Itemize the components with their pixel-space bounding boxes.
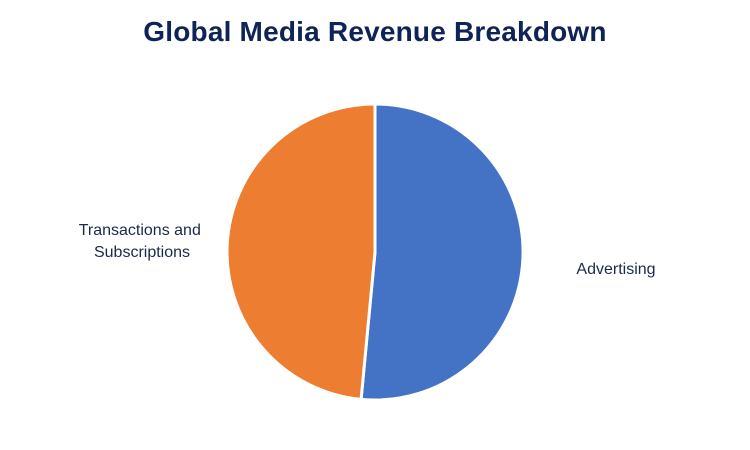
pie-labels: Advertising Transactions and Subscriptio… <box>79 222 656 278</box>
pie-slice-transactions-and-subscriptions <box>225 102 377 401</box>
slice-label-transactions-subscriptions: Transactions and Subscriptions <box>79 222 206 261</box>
slice-label-advertising: Advertising <box>576 261 655 278</box>
pie-slice-advertising <box>359 102 525 402</box>
pie-slices <box>225 102 525 402</box>
chart-title: Global Media Revenue Breakdown <box>143 16 607 47</box>
